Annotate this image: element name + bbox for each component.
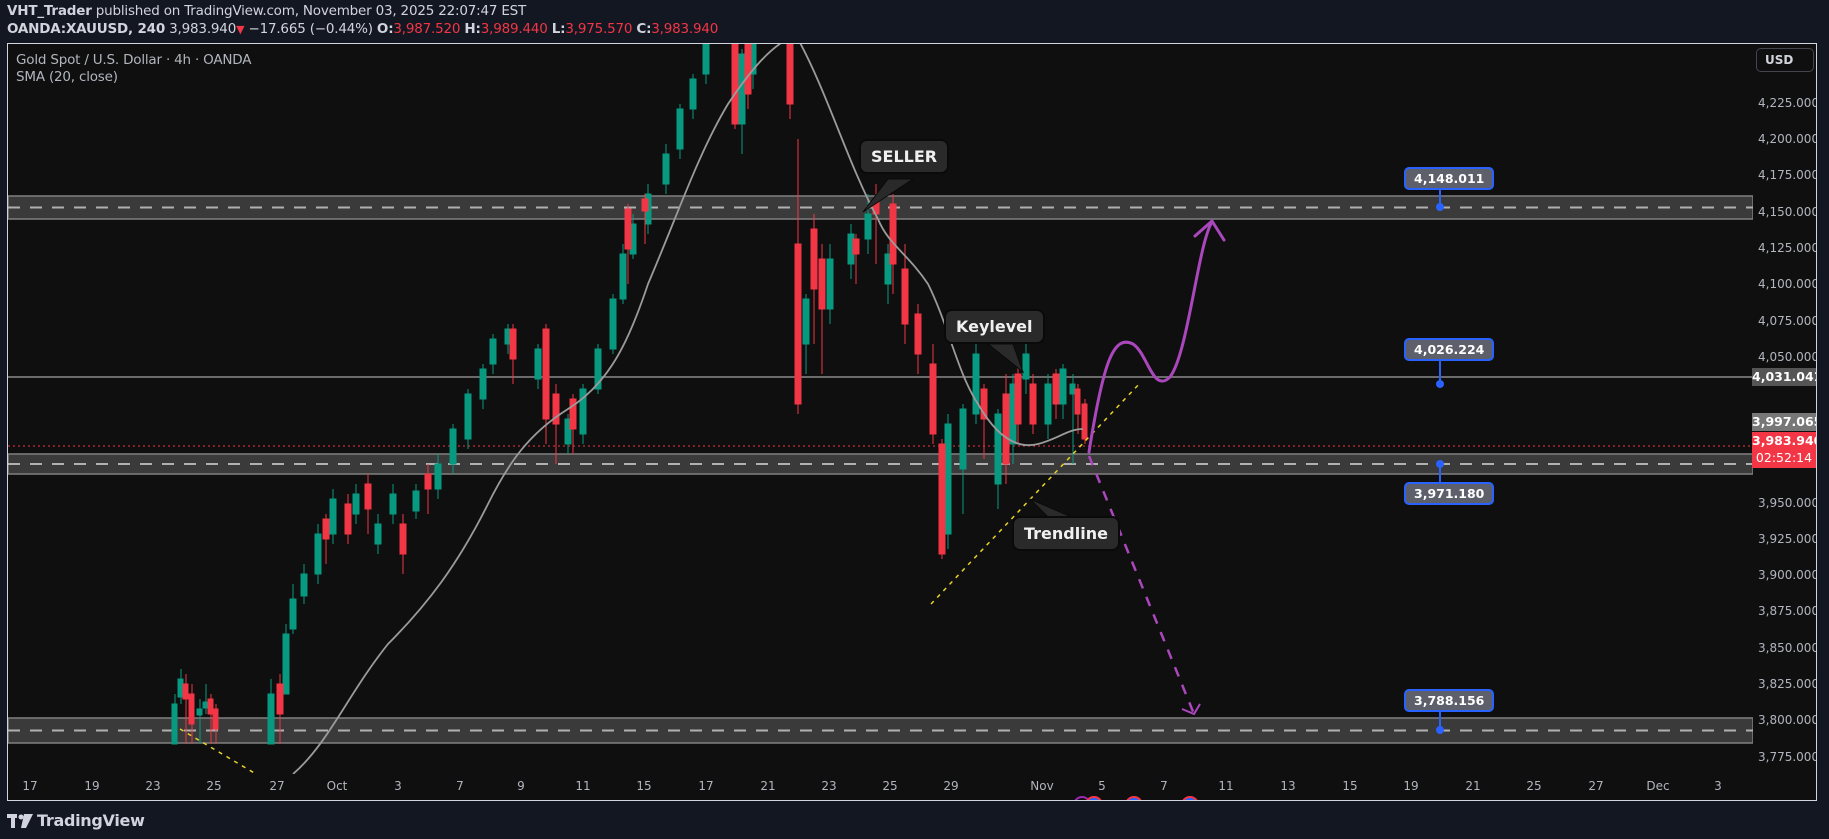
- tradingview-logo-icon: [7, 813, 33, 828]
- time-tick: 3: [1714, 779, 1722, 793]
- price-tick: 4,075.000: [1758, 314, 1817, 328]
- time-tick: 13: [1280, 779, 1296, 793]
- time-tick: Dec: [1646, 779, 1670, 793]
- brand-name: TradingView: [37, 811, 145, 830]
- time-tick: 11: [1218, 779, 1234, 793]
- time-tick: 5: [1098, 779, 1106, 793]
- keylevel-callout[interactable]: Keylevel: [944, 309, 1045, 344]
- chart-legend-title[interactable]: Gold Spot / U.S. Dollar · 4h · OANDA: [16, 52, 252, 68]
- price-tick: 4,200.000: [1758, 132, 1817, 146]
- price-tick: 3,925.000: [1758, 532, 1817, 546]
- sma-line: [292, 44, 1084, 774]
- trendline-callout[interactable]: Trendline: [1012, 516, 1120, 551]
- ohlc-low: 3,975.570: [565, 21, 633, 37]
- price-tick: 4,050.000: [1758, 350, 1817, 364]
- ohlc-low-key: L:: [551, 21, 566, 37]
- sma-price-label: 3,997.065: [1752, 413, 1817, 431]
- symbol-name: OANDA:XAUUSD, 240: [7, 21, 166, 37]
- price-tick: 4,125.000: [1758, 241, 1817, 255]
- price-tick: 4,225.000: [1758, 96, 1817, 110]
- support-zone-3788[interactable]: [8, 717, 1753, 744]
- time-tick: 25: [1526, 779, 1542, 793]
- price-tick: 3,825.000: [1758, 677, 1817, 691]
- keylevel-price-label: 4,031.041: [1752, 368, 1817, 386]
- last-price: 3,983.940: [169, 21, 237, 37]
- bullish-projection-path[interactable]: [1087, 220, 1214, 454]
- price-tag-4148[interactable]: 4,148.011: [1404, 167, 1495, 190]
- time-tick: 19: [84, 779, 100, 793]
- price-tick: 3,900.000: [1758, 568, 1817, 582]
- chart-frame[interactable]: Gold Spot / U.S. Dollar · 4h · OANDA SMA…: [7, 43, 1817, 801]
- time-tick: 25: [882, 779, 898, 793]
- currency-button[interactable]: USD: [1756, 48, 1814, 72]
- ohlc-close: 3,983.940: [651, 21, 719, 37]
- time-tick: 17: [698, 779, 714, 793]
- ohlc-open-key: O:: [376, 21, 394, 37]
- trendline-descending[interactable]: [179, 728, 257, 774]
- time-tick: 11: [575, 779, 591, 793]
- bearish-arrowhead: [1181, 703, 1201, 716]
- time-tick: Oct: [326, 779, 348, 793]
- down-triangle-icon: ▼: [236, 23, 245, 36]
- time-tick: 17: [22, 779, 38, 793]
- chart-plot[interactable]: [8, 44, 1753, 774]
- keylevel-pointer: [986, 343, 1025, 374]
- chart-legend-indicator[interactable]: SMA (20, close): [16, 69, 118, 85]
- time-tick: 27: [269, 779, 285, 793]
- ohlc-high: 3,989.440: [480, 21, 548, 37]
- author-name[interactable]: VHT_Trader: [7, 3, 92, 19]
- time-tick: 23: [821, 779, 837, 793]
- us-flag-event-icon[interactable]: [1085, 796, 1103, 800]
- ohlc-high-key: H:: [464, 21, 481, 37]
- time-tick: 9: [517, 779, 525, 793]
- last-price-value: 3,983.940: [1752, 433, 1817, 448]
- price-tick: 3,800.000: [1758, 713, 1817, 727]
- time-tick: 7: [1160, 779, 1168, 793]
- seller-callout[interactable]: SELLER: [859, 139, 950, 174]
- ohlc-open: 3,987.520: [393, 21, 461, 37]
- us-flag-event-icon[interactable]: [1125, 796, 1143, 800]
- time-tick: 15: [1342, 779, 1358, 793]
- price-tick: 4,100.000: [1758, 277, 1817, 291]
- time-tick: 21: [760, 779, 776, 793]
- time-tick: 21: [1465, 779, 1481, 793]
- price-tick: 3,850.000: [1758, 641, 1817, 655]
- publish-info: VHT_Trader published on TradingView.com,…: [7, 3, 526, 19]
- time-tick: 25: [206, 779, 222, 793]
- time-tick: Nov: [1030, 779, 1054, 793]
- price-change: −17.665 (−0.44%): [248, 21, 373, 37]
- time-tick: 3: [394, 779, 402, 793]
- time-tick: 7: [456, 779, 464, 793]
- price-tick: 3,875.000: [1758, 604, 1817, 618]
- bearish-projection-path[interactable]: [1087, 455, 1196, 715]
- candlesticks: [171, 44, 1088, 745]
- price-tag-3788[interactable]: 3,788.156: [1404, 689, 1495, 712]
- price-tick: 4,175.000: [1758, 168, 1817, 182]
- seller-pointer: [862, 178, 915, 213]
- support-zone-3971[interactable]: [8, 453, 1753, 475]
- bar-countdown: 02:52:14: [1755, 450, 1813, 465]
- us-flag-event-icon[interactable]: [1181, 796, 1199, 800]
- ohlc-close-key: C:: [636, 21, 652, 37]
- time-tick: 29: [943, 779, 959, 793]
- trendline-lower[interactable]: [930, 381, 1142, 605]
- tradingview-logo[interactable]: TradingView: [7, 811, 145, 830]
- price-tick: 4,150.000: [1758, 205, 1817, 219]
- symbol-info: OANDA:XAUUSD, 240 3,983.940▼ −17.665 (−0…: [7, 21, 718, 37]
- price-tag-3971[interactable]: 3,971.180: [1404, 482, 1495, 505]
- price-tick: 3,950.000: [1758, 496, 1817, 510]
- time-tick: 23: [145, 779, 161, 793]
- time-tick: 27: [1588, 779, 1604, 793]
- last-price-label: 3,983.940 02:52:14: [1752, 432, 1816, 468]
- price-tick: 3,775.000: [1758, 750, 1817, 764]
- bullish-arrowhead: [1193, 218, 1226, 242]
- price-tag-4026[interactable]: 4,026.224: [1404, 338, 1495, 361]
- time-tick: 19: [1403, 779, 1419, 793]
- published-text: published on TradingView.com, November 0…: [95, 3, 527, 19]
- time-tick: 15: [636, 779, 652, 793]
